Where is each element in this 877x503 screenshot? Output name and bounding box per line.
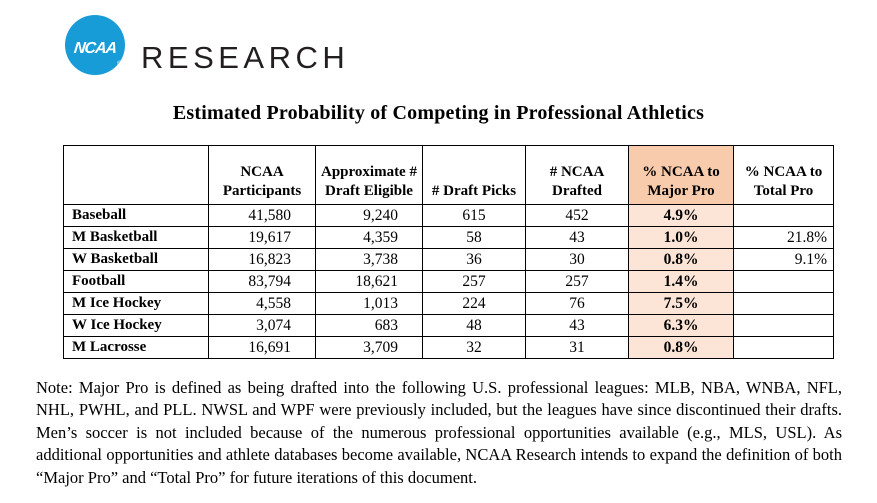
cell-sport: Baseball bbox=[63, 204, 209, 227]
note-text: Note: Major Pro is defined as being draf… bbox=[36, 378, 842, 487]
table-row-m-lacrosse: M Lacrosse 16,691 3,709 32 31 0.8% bbox=[63, 336, 834, 359]
cell-ncaa-drafted: 43 bbox=[525, 314, 629, 337]
cell-sport: M Lacrosse bbox=[63, 336, 209, 359]
cell-pct-major-pro: 1.0% bbox=[628, 226, 734, 249]
cell-participants: 3,074 bbox=[208, 314, 316, 337]
header-pct-major-pro: % NCAA to Major Pro bbox=[628, 145, 734, 205]
header-draft-picks: # Draft Picks bbox=[422, 145, 526, 205]
cell-pct-total-pro bbox=[733, 314, 834, 337]
cell-participants: 16,691 bbox=[208, 336, 316, 359]
cell-pct-major-pro: 4.9% bbox=[628, 204, 734, 227]
cell-pct-total-pro bbox=[733, 292, 834, 315]
table-row-football: Football 83,794 18,621 257 257 1.4% bbox=[63, 270, 834, 293]
cell-sport: W Ice Hockey bbox=[63, 314, 209, 337]
table-row-w-ice-hockey: W Ice Hockey 3,074 683 48 43 6.3% bbox=[63, 314, 834, 337]
cell-ncaa-drafted: 43 bbox=[525, 226, 629, 249]
cell-participants: 19,617 bbox=[208, 226, 316, 249]
cell-pct-total-pro bbox=[733, 270, 834, 293]
table-row-w-basketball: W Basketball 16,823 3,738 36 30 0.8% 9.1… bbox=[63, 248, 834, 271]
cell-sport: M Basketball bbox=[63, 226, 209, 249]
cell-pct-major-pro: 7.5% bbox=[628, 292, 734, 315]
cell-ncaa-drafted: 31 bbox=[525, 336, 629, 359]
header-pct-total-pro: % NCAA to Total Pro bbox=[733, 145, 834, 205]
cell-ncaa-drafted: 452 bbox=[525, 204, 629, 227]
ncaa-logo-circle-icon: NCAA ® bbox=[65, 15, 125, 75]
cell-pct-total-pro bbox=[733, 336, 834, 359]
cell-pct-major-pro: 0.8% bbox=[628, 336, 734, 359]
cell-pct-major-pro: 0.8% bbox=[628, 248, 734, 271]
cell-draft-picks: 36 bbox=[422, 248, 526, 271]
cell-participants: 4,558 bbox=[208, 292, 316, 315]
cell-draft-eligible: 4,359 bbox=[315, 226, 423, 249]
cell-draft-eligible: 3,738 bbox=[315, 248, 423, 271]
cell-ncaa-drafted: 76 bbox=[525, 292, 629, 315]
cell-draft-eligible: 18,621 bbox=[315, 270, 423, 293]
cell-draft-picks: 48 bbox=[422, 314, 526, 337]
cell-draft-eligible: 3,709 bbox=[315, 336, 423, 359]
registered-mark: ® bbox=[117, 61, 123, 68]
header-ncaa-participants: NCAA Participants bbox=[208, 145, 316, 205]
table-row-m-basketball: M Basketball 19,617 4,359 58 43 1.0% 21.… bbox=[63, 226, 834, 249]
cell-sport: M Ice Hockey bbox=[63, 292, 209, 315]
cell-draft-picks: 58 bbox=[422, 226, 526, 249]
header-sport-empty bbox=[63, 145, 209, 205]
cell-pct-total-pro: 21.8% bbox=[733, 226, 834, 249]
table-header-row: NCAA Participants Approximate # Draft El… bbox=[63, 145, 834, 205]
cell-participants: 83,794 bbox=[208, 270, 316, 293]
cell-draft-picks: 615 bbox=[422, 204, 526, 227]
probability-table: NCAA Participants Approximate # Draft El… bbox=[63, 145, 834, 359]
cell-draft-picks: 257 bbox=[422, 270, 526, 293]
cell-draft-picks: 224 bbox=[422, 292, 526, 315]
research-wordmark: RESEARCH bbox=[141, 40, 350, 75]
cell-sport: W Basketball bbox=[63, 248, 209, 271]
cell-participants: 41,580 bbox=[208, 204, 316, 227]
document-title: Estimated Probability of Competing in Pr… bbox=[172, 102, 705, 124]
probability-table-container: NCAA Participants Approximate # Draft El… bbox=[63, 145, 834, 359]
cell-sport: Football bbox=[63, 270, 209, 293]
cell-ncaa-drafted: 30 bbox=[525, 248, 629, 271]
cell-draft-eligible: 1,013 bbox=[315, 292, 423, 315]
cell-draft-picks: 32 bbox=[422, 336, 526, 359]
header-ncaa-drafted: # NCAA Drafted bbox=[525, 145, 629, 205]
ncaa-logo-text: NCAA bbox=[73, 40, 118, 57]
header-approx-draft-eligible: Approximate # Draft Eligible bbox=[315, 145, 423, 205]
cell-draft-eligible: 9,240 bbox=[315, 204, 423, 227]
cell-pct-major-pro: 1.4% bbox=[628, 270, 734, 293]
cell-participants: 16,823 bbox=[208, 248, 316, 271]
cell-pct-major-pro: 6.3% bbox=[628, 314, 734, 337]
cell-pct-total-pro bbox=[733, 204, 834, 227]
cell-pct-total-pro: 9.1% bbox=[733, 248, 834, 271]
table-row-m-ice-hockey: M Ice Hockey 4,558 1,013 224 76 7.5% bbox=[63, 292, 834, 315]
cell-ncaa-drafted: 257 bbox=[525, 270, 629, 293]
table-row-baseball: Baseball 41,580 9,240 615 452 4.9% bbox=[63, 204, 834, 227]
cell-draft-eligible: 683 bbox=[315, 314, 423, 337]
